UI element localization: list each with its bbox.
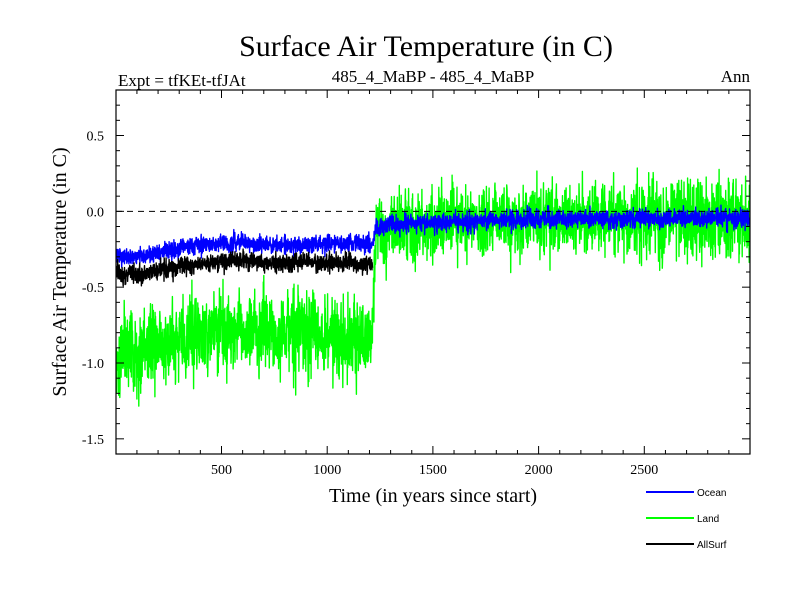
chart-subtitle-right: Ann xyxy=(721,67,751,86)
x-tick-label: 2000 xyxy=(525,463,553,478)
chart-title: Surface Air Temperature (in C) xyxy=(239,30,613,63)
legend: Ocean Land AllSurf xyxy=(646,488,727,551)
x-tick-label: 1000 xyxy=(313,463,341,478)
y-axis: -1.5 -1.0 -0.5 0.0 0.5 xyxy=(82,104,750,448)
y-tick-label: -1.5 xyxy=(82,433,104,448)
x-axis-label: Time (in years since start) xyxy=(329,485,537,507)
legend-label-allsurf: AllSurf xyxy=(697,540,727,551)
y-axis-label: Surface Air Temperature (in C) xyxy=(49,147,71,396)
series-line-allsurf xyxy=(116,248,374,287)
x-tick-label: 500 xyxy=(211,463,232,478)
plot-data xyxy=(116,167,750,407)
chart-subtitle-center: 485_4_MaBP - 485_4_MaBP xyxy=(332,67,534,86)
y-tick-label: -0.5 xyxy=(82,281,104,296)
x-tick-label: 1500 xyxy=(419,463,447,478)
x-tick-label: 2500 xyxy=(630,463,658,478)
series-line-ocean xyxy=(116,204,750,268)
legend-label-land: Land xyxy=(697,514,719,525)
chart-subtitle-left: Expt = tfKEt-tfJAt xyxy=(118,71,246,90)
legend-label-ocean: Ocean xyxy=(697,488,726,499)
x-axis: 500 1000 1500 2000 2500 xyxy=(136,90,730,478)
y-tick-label: -1.0 xyxy=(82,357,104,372)
y-tick-label: 0.5 xyxy=(87,130,105,145)
y-tick-label: 0.0 xyxy=(87,205,105,220)
